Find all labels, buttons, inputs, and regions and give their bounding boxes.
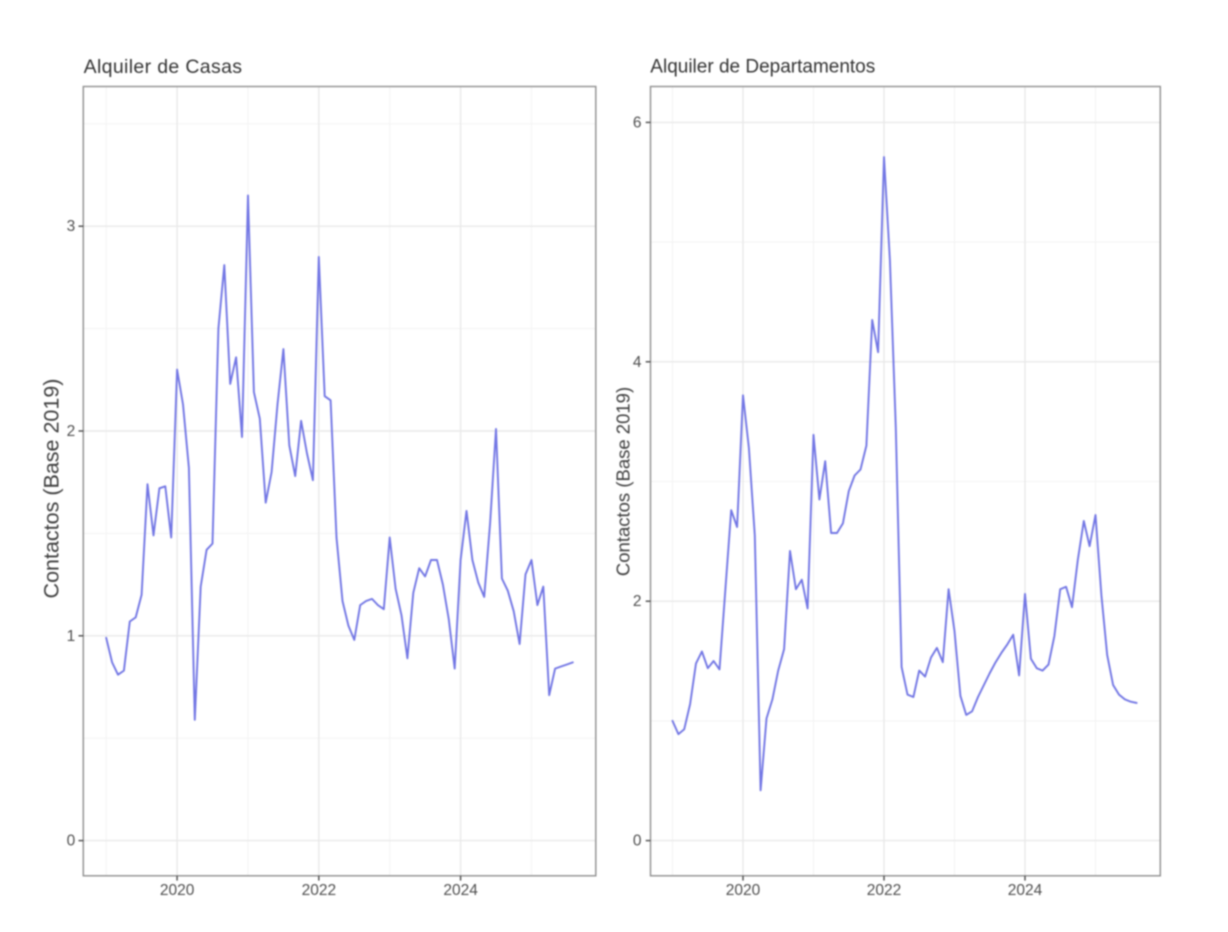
svg-text:Alquiler de Departamentos: Alquiler de Departamentos — [650, 57, 875, 78]
svg-text:2020: 2020 — [726, 882, 761, 899]
svg-text:6: 6 — [633, 114, 642, 131]
svg-text:2022: 2022 — [867, 882, 901, 899]
svg-text:Contactos (Base 2019): Contactos (Base 2019) — [613, 387, 634, 576]
svg-text:2: 2 — [633, 593, 642, 610]
svg-text:2024: 2024 — [1008, 882, 1043, 899]
svg-text:1: 1 — [67, 628, 76, 645]
svg-text:Contactos (Base 2019): Contactos (Base 2019) — [40, 379, 64, 599]
svg-text:2020: 2020 — [160, 882, 195, 899]
svg-text:3: 3 — [67, 218, 76, 235]
svg-text:0: 0 — [633, 833, 642, 850]
svg-text:0: 0 — [67, 833, 76, 850]
svg-text:2: 2 — [67, 423, 76, 440]
svg-text:2022: 2022 — [302, 882, 336, 899]
svg-text:2024: 2024 — [443, 882, 478, 899]
svg-text:4: 4 — [633, 354, 642, 371]
svg-text:Alquiler de Casas: Alquiler de Casas — [84, 56, 243, 78]
